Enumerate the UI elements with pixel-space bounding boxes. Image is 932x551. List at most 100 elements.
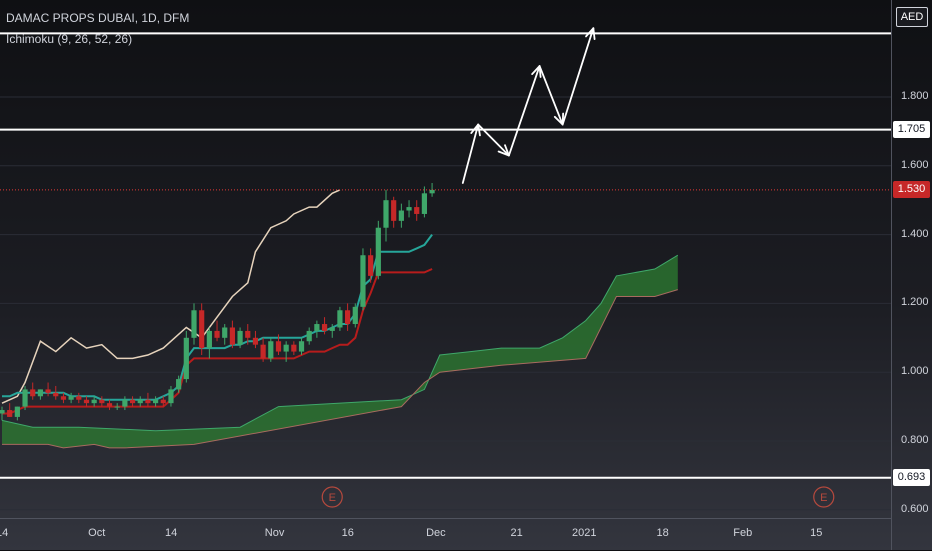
candle-up (337, 310, 343, 328)
candle-up (329, 327, 335, 331)
candle-up (375, 227, 381, 276)
projection-arrowhead (585, 27, 596, 41)
candle-down (99, 399, 105, 404)
candle-up (137, 399, 143, 404)
candle-down (245, 330, 251, 338)
candle-down (345, 310, 351, 325)
senkou-span-a (1, 254, 679, 432)
price-tick-label: 1.000 (901, 365, 929, 378)
earnings-marker-circle (813, 486, 835, 508)
earnings-marker-label: E (329, 492, 336, 504)
time-tick-label: Nov (264, 527, 285, 539)
candle-up (68, 396, 74, 400)
candle-down (199, 310, 205, 349)
candle-down (83, 399, 90, 404)
candle-up (314, 324, 320, 331)
candle-down (368, 255, 374, 276)
candle-up (360, 255, 366, 307)
candle-down (53, 392, 59, 397)
projection-arrow-segment (561, 27, 595, 126)
price-tick-label: 1.400 (901, 227, 929, 240)
time-tick-label: Feb (733, 527, 753, 539)
candle-down (145, 399, 151, 404)
time-tick-label: Oct (88, 527, 106, 539)
candle-down (252, 337, 259, 345)
candle-down (391, 200, 397, 221)
price-level-label: 1.705 (893, 120, 930, 138)
candle-up (168, 389, 174, 404)
candle-down (160, 399, 166, 404)
projection-arrow-segment (538, 65, 564, 126)
candle-up (283, 344, 289, 352)
time-tick-label: 18 (656, 527, 669, 539)
earnings-marker-circle (321, 486, 343, 508)
time-tick-label: 14 (0, 527, 9, 539)
candlesticks (0, 183, 435, 421)
candle-up (14, 406, 20, 417)
price-tick-label: 1.200 (901, 296, 929, 309)
price-level-label: 1.530 (893, 180, 930, 198)
candle-down (129, 399, 136, 404)
candle-up (398, 210, 404, 221)
candle-up (37, 389, 43, 397)
ichimoku-cloud (0, 96, 891, 511)
candle-up (0, 410, 5, 414)
candle-down (321, 324, 328, 331)
candle-up (306, 330, 312, 342)
time-tick-label: 14 (164, 527, 178, 539)
candle-down (60, 396, 67, 400)
candle-up (268, 341, 274, 359)
time-axis[interactable] (0, 518, 891, 551)
symbol-title[interactable]: DAMAC PROPS DUBAI, 1D, DFM (6, 11, 190, 25)
candle-up (183, 337, 189, 380)
price-tick-label: 1.600 (901, 158, 929, 171)
projection-arrows (461, 27, 596, 184)
earnings-marker-label: E (820, 492, 827, 504)
price-level-label: 0.693 (893, 468, 930, 486)
projection-arrow-segment (461, 123, 480, 184)
horizontal-levels[interactable] (0, 32, 891, 479)
chikou-span (1, 189, 341, 404)
indicator-label[interactable]: Ichimoku (9, 26, 52, 26) (6, 32, 133, 46)
kumo-cloud (2, 255, 678, 448)
candle-up (429, 189, 435, 194)
time-tick-label: 16 (341, 527, 354, 539)
kijun-sen (2, 268, 433, 415)
candle-up (114, 406, 120, 408)
candle-down (260, 344, 266, 359)
price-tick-label: 0.800 (901, 434, 929, 446)
candle-down (76, 396, 82, 400)
candle-up (122, 399, 128, 407)
candle-down (7, 410, 13, 417)
candle-down (414, 207, 420, 214)
projection-arrow-segment (507, 65, 541, 157)
candle-down (45, 389, 51, 393)
time-tick-label: 2021 (572, 527, 597, 539)
candle-down (214, 330, 220, 338)
candle-down (275, 341, 282, 352)
candle-up (222, 327, 228, 338)
senkou-span-b (2, 289, 678, 449)
ichimoku-lines (1, 189, 433, 415)
candle-up (153, 399, 159, 404)
candle-down (30, 389, 36, 397)
candle-up (298, 341, 305, 352)
chart-legend: DAMAC PROPS DUBAI, 1D, DFM Ichimoku (9, … (6, 8, 189, 50)
candle-up (237, 330, 243, 345)
candle-up (206, 330, 212, 349)
currency-button[interactable]: AED (896, 7, 928, 27)
price-axis[interactable] (891, 0, 932, 550)
projection-arrow-segment (477, 123, 510, 157)
candle-up (421, 193, 427, 214)
candle-down (106, 403, 113, 407)
price-tick-label: 1.800 (901, 90, 929, 102)
candle-up (91, 399, 97, 404)
candle-up (176, 379, 182, 390)
candle-down (291, 344, 297, 352)
candle-up (383, 200, 389, 228)
time-tick-label: 15 (810, 527, 823, 539)
candle-down (229, 327, 235, 345)
candle-up (191, 310, 197, 338)
